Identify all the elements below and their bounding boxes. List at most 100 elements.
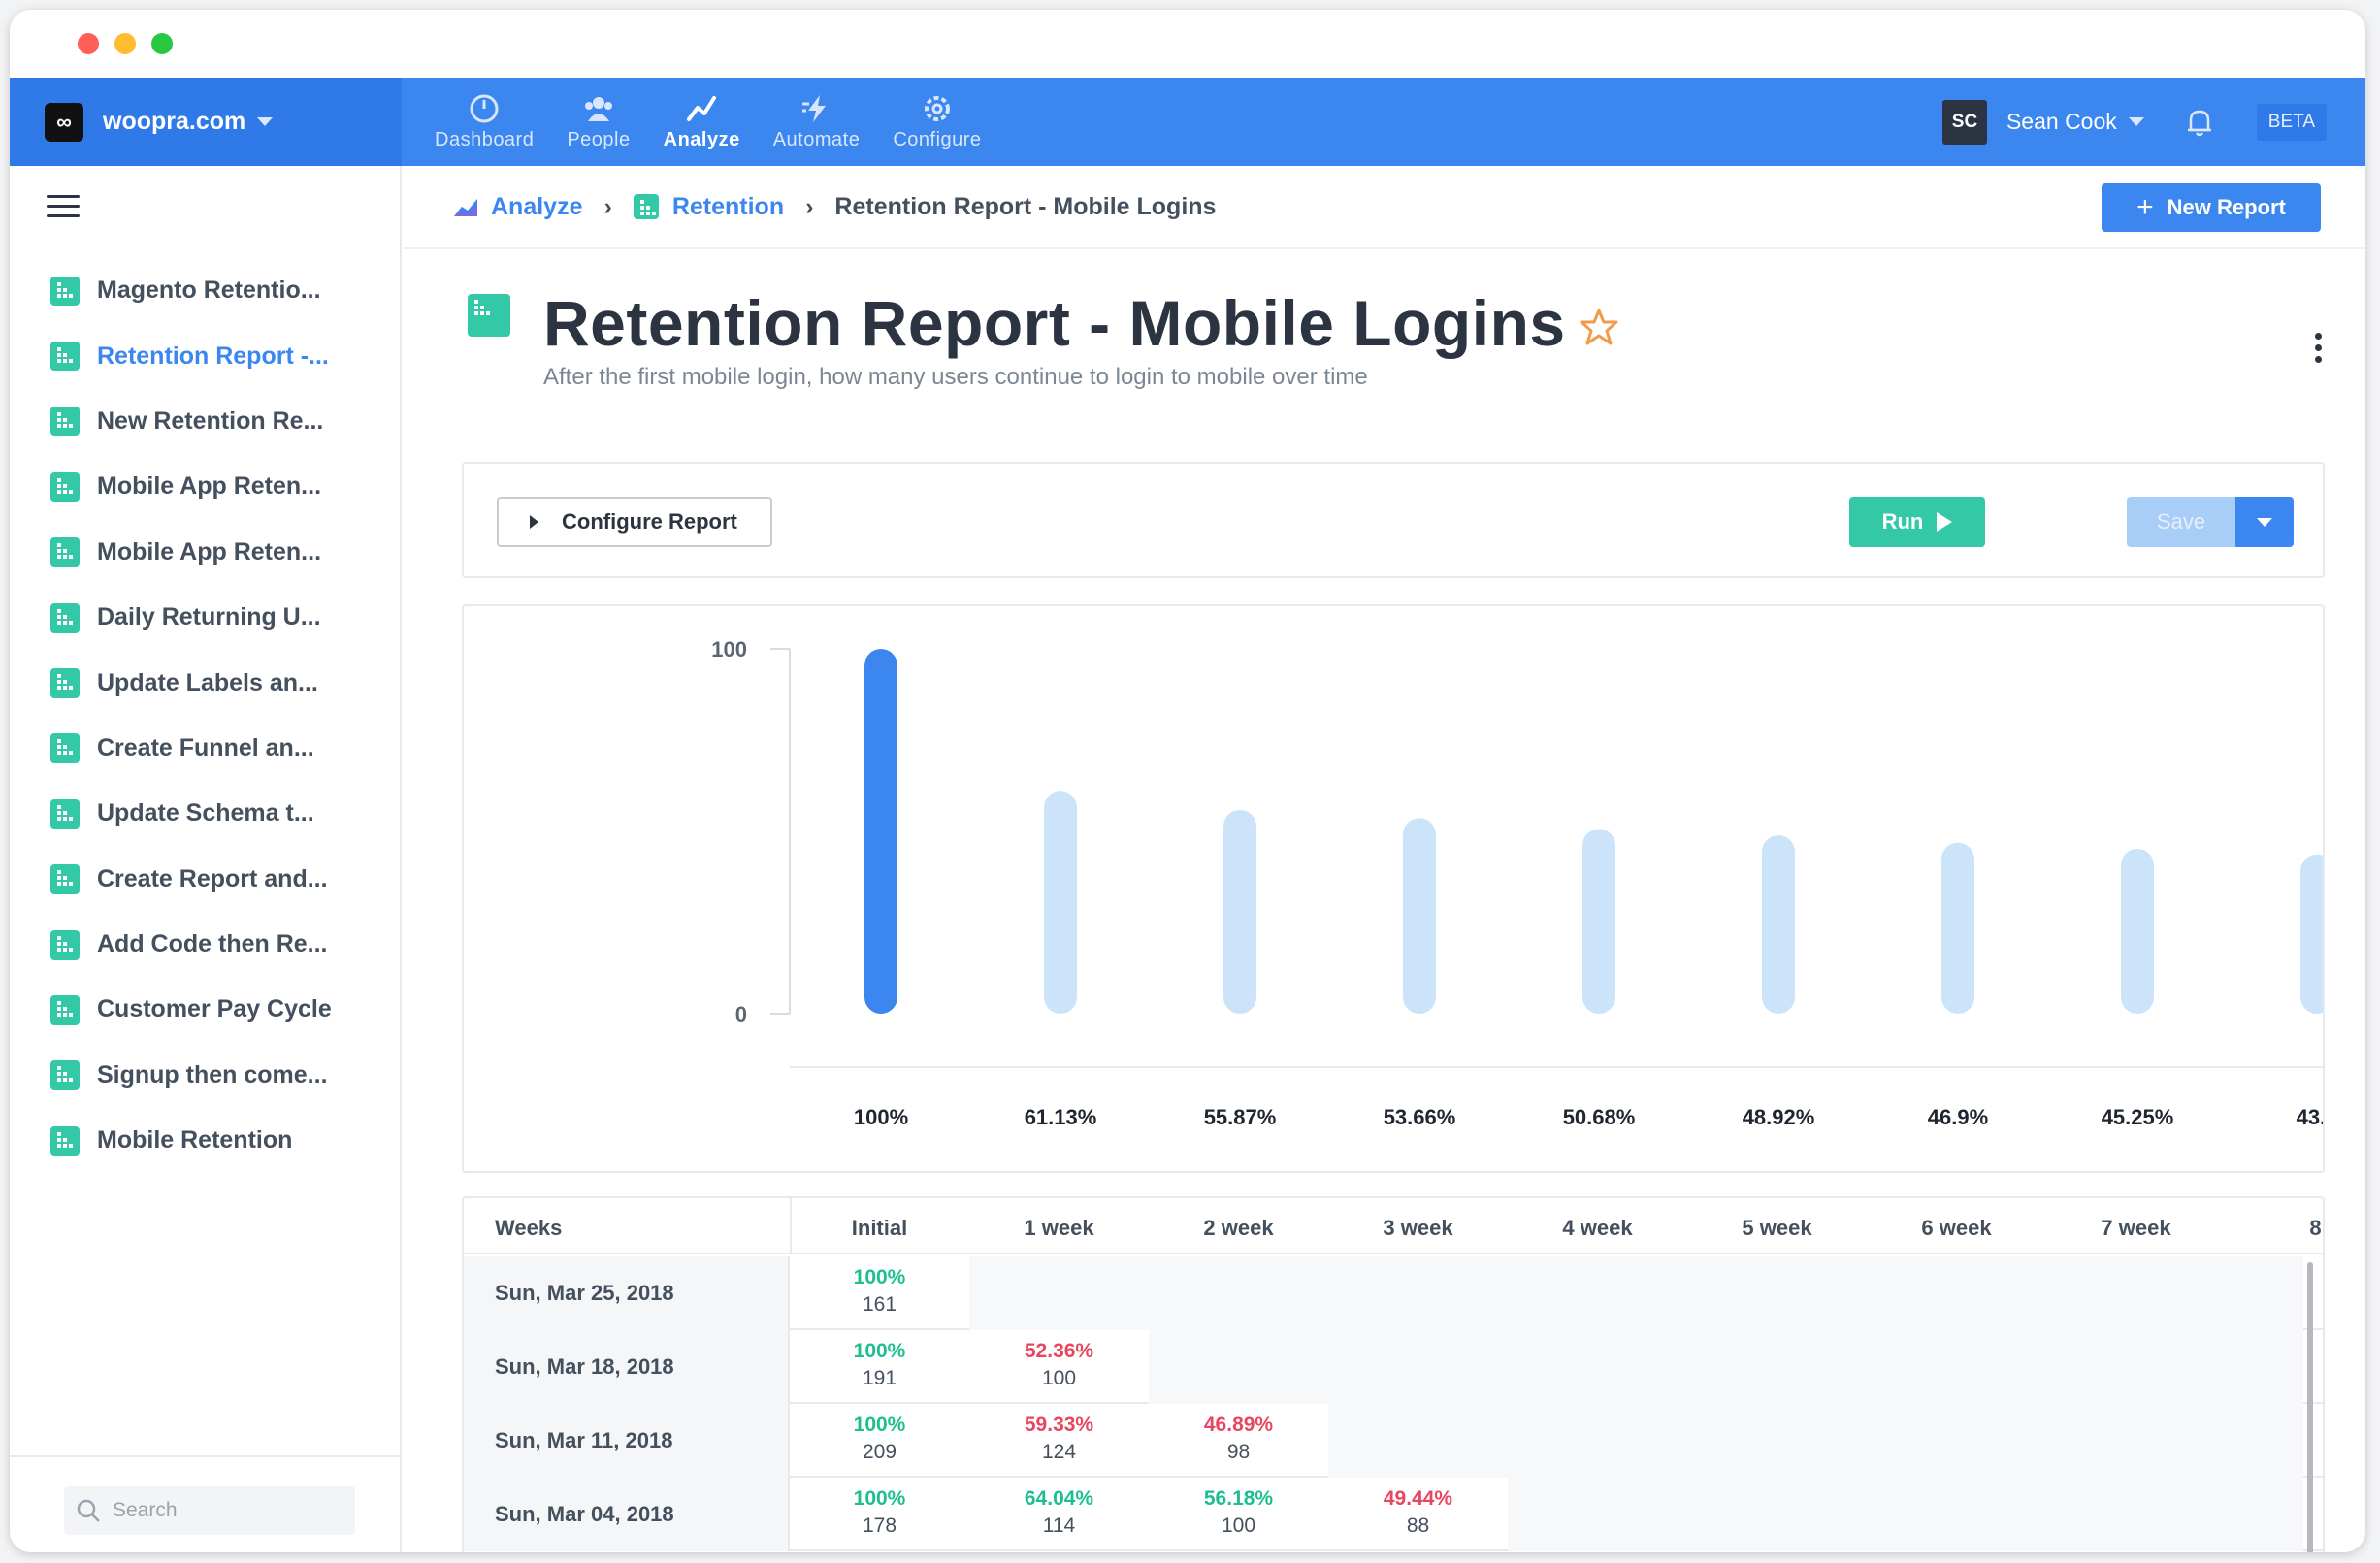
more-options-icon[interactable]	[2315, 333, 2323, 368]
breadcrumb: Analyze › Retention › Retention Report -…	[404, 166, 2365, 249]
retention-cell[interactable]: 52.36% 100	[969, 1330, 1149, 1404]
run-button[interactable]: Run	[1849, 497, 1985, 547]
sidebar-item-report[interactable]: Mobile Retention	[10, 1108, 400, 1173]
table-row[interactable]: Sun, Mar 18, 2018 100% 191 52.36% 100	[464, 1330, 2323, 1404]
avatar[interactable]: SC	[1941, 99, 1987, 145]
sidebar-item-report[interactable]: Mobile App Reten...	[10, 520, 400, 585]
chevron-right-icon: ›	[805, 192, 814, 220]
main-content: Analyze › Retention › Retention Report -…	[404, 166, 2365, 1552]
sidebar-item-report[interactable]: Create Report and...	[10, 847, 400, 912]
sidebar-item-report[interactable]: Add Code then Re...	[10, 912, 400, 977]
sidebar-item-label: Daily Returning U...	[97, 603, 321, 632]
retention-cell[interactable]: 49.44% 88	[1328, 1478, 1508, 1551]
chart-bar[interactable]	[2121, 848, 2154, 1014]
star-icon[interactable]	[1580, 308, 1618, 346]
retention-table: Weeks Initial 1 week 2 week 3 week 4 week 5 w…	[462, 1196, 2325, 1552]
chart-bar[interactable]	[864, 649, 897, 1014]
retention-report-icon	[50, 472, 80, 502]
table-row[interactable]: Sun, Mar 11, 2018 100% 209 59.33% 124 46.89% 9…	[464, 1404, 2323, 1478]
retention-report-icon	[633, 194, 659, 219]
chevron-right-icon: ›	[603, 192, 612, 220]
chart-bar[interactable]	[2300, 854, 2325, 1014]
chevron-down-icon[interactable]	[2128, 117, 2144, 126]
automate-icon	[801, 95, 826, 122]
nav-dashboard[interactable]: Dashboard	[435, 78, 534, 166]
nav-configure[interactable]: Configure	[893, 78, 981, 166]
bar-value-label: 100%	[854, 1105, 908, 1129]
chart-bar[interactable]	[1223, 809, 1256, 1014]
sidebar-item-report[interactable]: Retention Report -...	[10, 323, 400, 388]
retention-report-icon	[50, 342, 80, 372]
retention-report-icon	[468, 294, 510, 337]
sidebar-item-label: Retention Report -...	[97, 342, 329, 370]
retention-cell[interactable]: 59.33% 124	[969, 1404, 1149, 1478]
new-report-label: New Report	[2167, 195, 2286, 219]
new-report-button[interactable]: + New Report	[2102, 183, 2321, 232]
site-name: woopra.com	[103, 108, 246, 135]
breadcrumb-retention[interactable]: Retention	[633, 193, 784, 221]
cell-count: 88	[1406, 1514, 1430, 1537]
row-date: Sun, Mar 11, 2018	[464, 1404, 790, 1478]
chart-bar[interactable]	[1403, 818, 1436, 1014]
retention-cell[interactable]: 56.18% 100	[1149, 1478, 1328, 1551]
column-header: 4 week	[1562, 1216, 1633, 1240]
sidebar-item-label: Mobile App Reten...	[97, 472, 322, 501]
chart-bar[interactable]	[1941, 842, 1974, 1014]
table-scrollbar[interactable]	[2307, 1262, 2313, 1552]
sidebar-item-label: Mobile App Reten...	[97, 537, 322, 566]
save-button[interactable]: Save	[2127, 497, 2235, 547]
zoom-window-button[interactable]	[151, 33, 173, 54]
cell-percentage: 49.44%	[1383, 1487, 1453, 1510]
empty-cells	[1328, 1404, 2303, 1478]
cell-percentage: 100%	[853, 1414, 906, 1436]
cell-count: 100	[1041, 1367, 1077, 1389]
search-input[interactable]: Search	[64, 1486, 355, 1535]
breadcrumb-current: Retention Report - Mobile Logins	[834, 192, 1217, 220]
retention-cell[interactable]: 100% 191	[790, 1330, 969, 1404]
retention-cell[interactable]: 100% 178	[790, 1478, 969, 1551]
report-header: Retention Report - Mobile Logins After t…	[468, 287, 2322, 420]
sidebar-item-report[interactable]: New Retention Re...	[10, 389, 400, 454]
save-label: Save	[2156, 509, 2206, 534]
sidebar-item-report[interactable]: Mobile App Reten...	[10, 454, 400, 519]
cell-percentage: 100%	[853, 1340, 906, 1362]
sidebar-item-report[interactable]: Signup then come...	[10, 1043, 400, 1108]
site-switcher[interactable]: ∞ woopra.com	[10, 78, 402, 166]
minimize-window-button[interactable]	[114, 33, 136, 54]
nav-people[interactable]: People	[567, 78, 630, 166]
close-window-button[interactable]	[78, 33, 99, 54]
retention-cell[interactable]: 100% 161	[790, 1256, 969, 1330]
retention-cell[interactable]: 46.89% 98	[1149, 1404, 1328, 1478]
y-tick-label: 0	[735, 1002, 747, 1026]
chart-bar[interactable]	[1582, 829, 1615, 1014]
table-row[interactable]: Sun, Mar 04, 2018 100% 178 64.04% 114 56.18% 1…	[464, 1478, 2323, 1551]
user-menu[interactable]: Sean Cook	[2005, 109, 2117, 134]
save-options-dropdown[interactable]	[2235, 497, 2294, 547]
woopra-logo-icon: ∞	[45, 102, 83, 142]
sidebar-item-report[interactable]: Magento Retentio...	[10, 258, 400, 323]
chevron-down-icon	[257, 117, 274, 126]
chart-bar[interactable]	[1762, 835, 1795, 1014]
breadcrumb-analyze[interactable]: Analyze	[452, 193, 582, 221]
sidebar-item-report[interactable]: Update Schema t...	[10, 781, 400, 846]
menu-toggle-icon[interactable]	[47, 195, 80, 218]
table-header: Weeks Initial 1 week 2 week 3 week 4 week 5 w…	[464, 1198, 2323, 1254]
bell-icon[interactable]	[2183, 106, 2216, 139]
retention-cell[interactable]: 100% 209	[790, 1404, 969, 1478]
nav-label: Automate	[772, 129, 861, 150]
sidebar-item-report[interactable]: Daily Returning U...	[10, 585, 400, 650]
weeks-column-header: Weeks	[495, 1216, 563, 1240]
sidebar-item-report[interactable]: Create Funnel an...	[10, 716, 400, 781]
retention-report-icon	[50, 864, 80, 895]
retention-bar-chart: 0 100 100% 61.13% 55.87% 53.66% 50.68% 48.92% 46…	[711, 637, 2325, 1129]
retention-cell[interactable]: 64.04% 114	[969, 1478, 1149, 1551]
nav-automate[interactable]: Automate	[773, 78, 861, 166]
sidebar-item-report[interactable]: Update Labels an...	[10, 650, 400, 715]
sidebar-item-report[interactable]: Customer Pay Cycle	[10, 977, 400, 1042]
table-row[interactable]: Sun, Mar 25, 2018 100% 161	[464, 1256, 2323, 1330]
cell-count: 191	[862, 1367, 897, 1389]
nav-analyze[interactable]: Analyze	[664, 78, 740, 166]
chart-bar[interactable]	[1044, 791, 1077, 1014]
page-subtitle: After the first mobile login, how many u…	[543, 364, 1368, 390]
configure-report-button[interactable]: Configure Report	[497, 497, 772, 547]
